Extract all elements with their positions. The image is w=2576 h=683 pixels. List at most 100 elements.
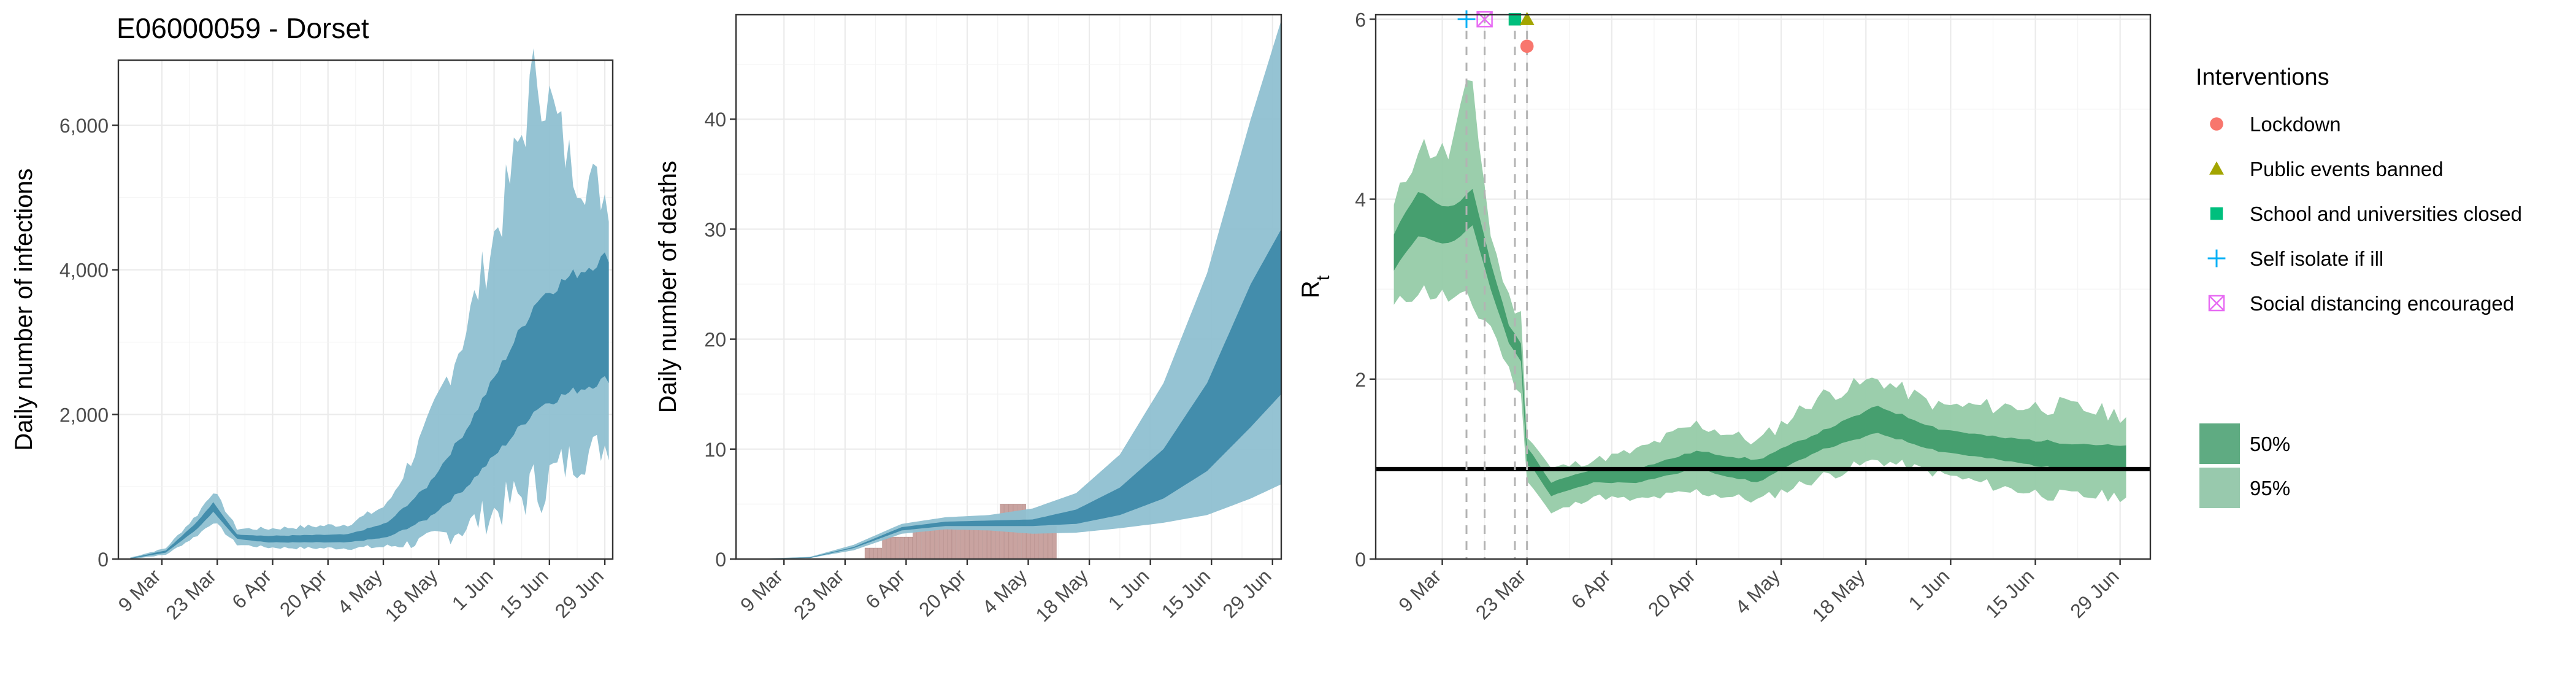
death-bar [895,536,900,560]
death-bar [908,536,913,560]
legend-bands: 50% 95% [2199,423,2290,508]
legend-key-plus [2207,249,2226,268]
death-bar [899,536,904,560]
death-bar [986,525,991,560]
y-tick-label: 20 [704,329,726,351]
x-tick-label: 29 Jun [2066,565,2123,622]
y-tick-label: 2,000 [59,404,109,426]
x-tick-label: 6 Apr [228,565,276,613]
x-tick-label: 1 Jun [1904,565,1954,614]
y-tick-label: 4 [1355,189,1366,211]
death-bar [886,536,891,560]
legend-key-boxed-x-d2 [2209,295,2225,311]
y-axis-title: Daily number of deaths [654,161,681,413]
legend-label: Lockdown [2250,113,2341,136]
band-50 [749,229,1281,559]
death-bar [903,536,908,560]
legend-key-boxed-x [2208,295,2225,312]
death-bar [960,525,965,560]
legend-key-triangle [2209,161,2224,175]
x-tick-label: 9 Mar [114,565,166,616]
band-50 [1393,188,2126,496]
intervention-marker [1457,10,1476,28]
plot-border [735,14,1282,560]
death-bar [864,547,869,560]
y-tick-label: 0 [715,549,726,571]
x-tick-label: 23 Mar [789,565,848,623]
legend-interventions: Lockdown Public events banned School and u… [2207,113,2522,315]
legend-label: Public events banned [2250,158,2444,180]
y-tick-label: 0 [1355,549,1366,571]
y-tick-label: 10 [704,439,726,461]
plot-border [1374,14,2152,560]
y-tick-label: 6,000 [59,115,109,137]
x-tick-label: 9 Mar [736,565,788,616]
x-tick-label: 15 Jun [495,565,552,622]
legend-key-circle [2210,117,2223,131]
x-tick-label: 20 Apr [275,565,331,620]
band-95 [749,20,1281,559]
death-bar [965,525,970,560]
y-axis-title-subscript: t [1313,275,1333,280]
legend-title-interventions: Interventions [2196,64,2329,90]
death-bar [882,536,887,560]
death-bar [873,547,878,560]
death-bar [930,525,935,560]
death-bar [934,525,939,560]
plot-border [117,59,614,560]
x-tick-label: 23 Mar [1471,565,1530,623]
band-95 [1393,80,2126,514]
intervention-marker-box [1476,11,1493,28]
death-bar [868,547,873,560]
x-tick-label: 4 May [333,565,386,618]
legend-label: 50% [2250,433,2290,455]
legend-label: School and universities closed [2250,203,2522,225]
death-bar [1000,504,1005,560]
y-tick-label: 30 [704,218,726,241]
death-bar [973,525,978,560]
legend-key-boxed-x-box [2208,295,2225,312]
legend-label: 95% [2250,477,2290,500]
x-tick-label: 29 Jun [551,565,608,622]
legend-key-square [2210,207,2223,220]
y-tick-label: 2 [1355,369,1366,391]
y-tick-label: 4,000 [59,260,109,282]
x-tick-label: 9 Mar [1394,565,1446,616]
x-tick-label: 1 Jun [448,565,497,614]
x-tick-label: 4 May [1731,565,1784,618]
intervention-marker [1520,39,1534,53]
death-bar [891,536,895,560]
x-tick-label: 23 Mar [161,565,220,623]
intervention-marker [1519,12,1535,25]
legend-label: Self isolate if ill [2250,247,2383,270]
death-bar [982,525,987,560]
y-axis-title: Daily number of infections [10,168,37,450]
x-tick-label: 29 Jun [1218,565,1275,622]
x-tick-label: 18 May [1808,565,1869,626]
page-title: E06000059 - Dorset [117,12,369,44]
death-bar [878,547,883,560]
x-tick-label: 4 May [978,565,1031,618]
intervention-marker [1508,13,1522,26]
death-bar [947,525,952,560]
death-bar [956,525,961,560]
x-tick-label: 6 Apr [861,565,910,613]
rt-panel: 0 2 4 6 9 Mar 23 Mar 6 Apr 20 Apr 4 May 18 May 1 J… [1297,9,2152,626]
y-axis-title: Rt [1297,275,1333,298]
legend-label: Social distancing encouraged [2250,292,2514,315]
legend-key-band [2199,423,2240,464]
death-bar [943,525,948,560]
x-tick-label: 20 Apr [1644,565,1700,620]
y-tick-label: 40 [704,109,726,131]
death-bar [969,525,974,560]
death-bar [952,525,957,560]
y-tick-label: 6 [1355,9,1366,31]
x-tick-label: 1 Jun [1104,565,1154,614]
death-bar [991,525,996,560]
death-bar [938,525,943,560]
death-bar [978,525,983,560]
legend: Interventions Lockdown Public events bann… [2196,64,2522,508]
x-tick-label: 15 Jun [1981,565,2038,622]
